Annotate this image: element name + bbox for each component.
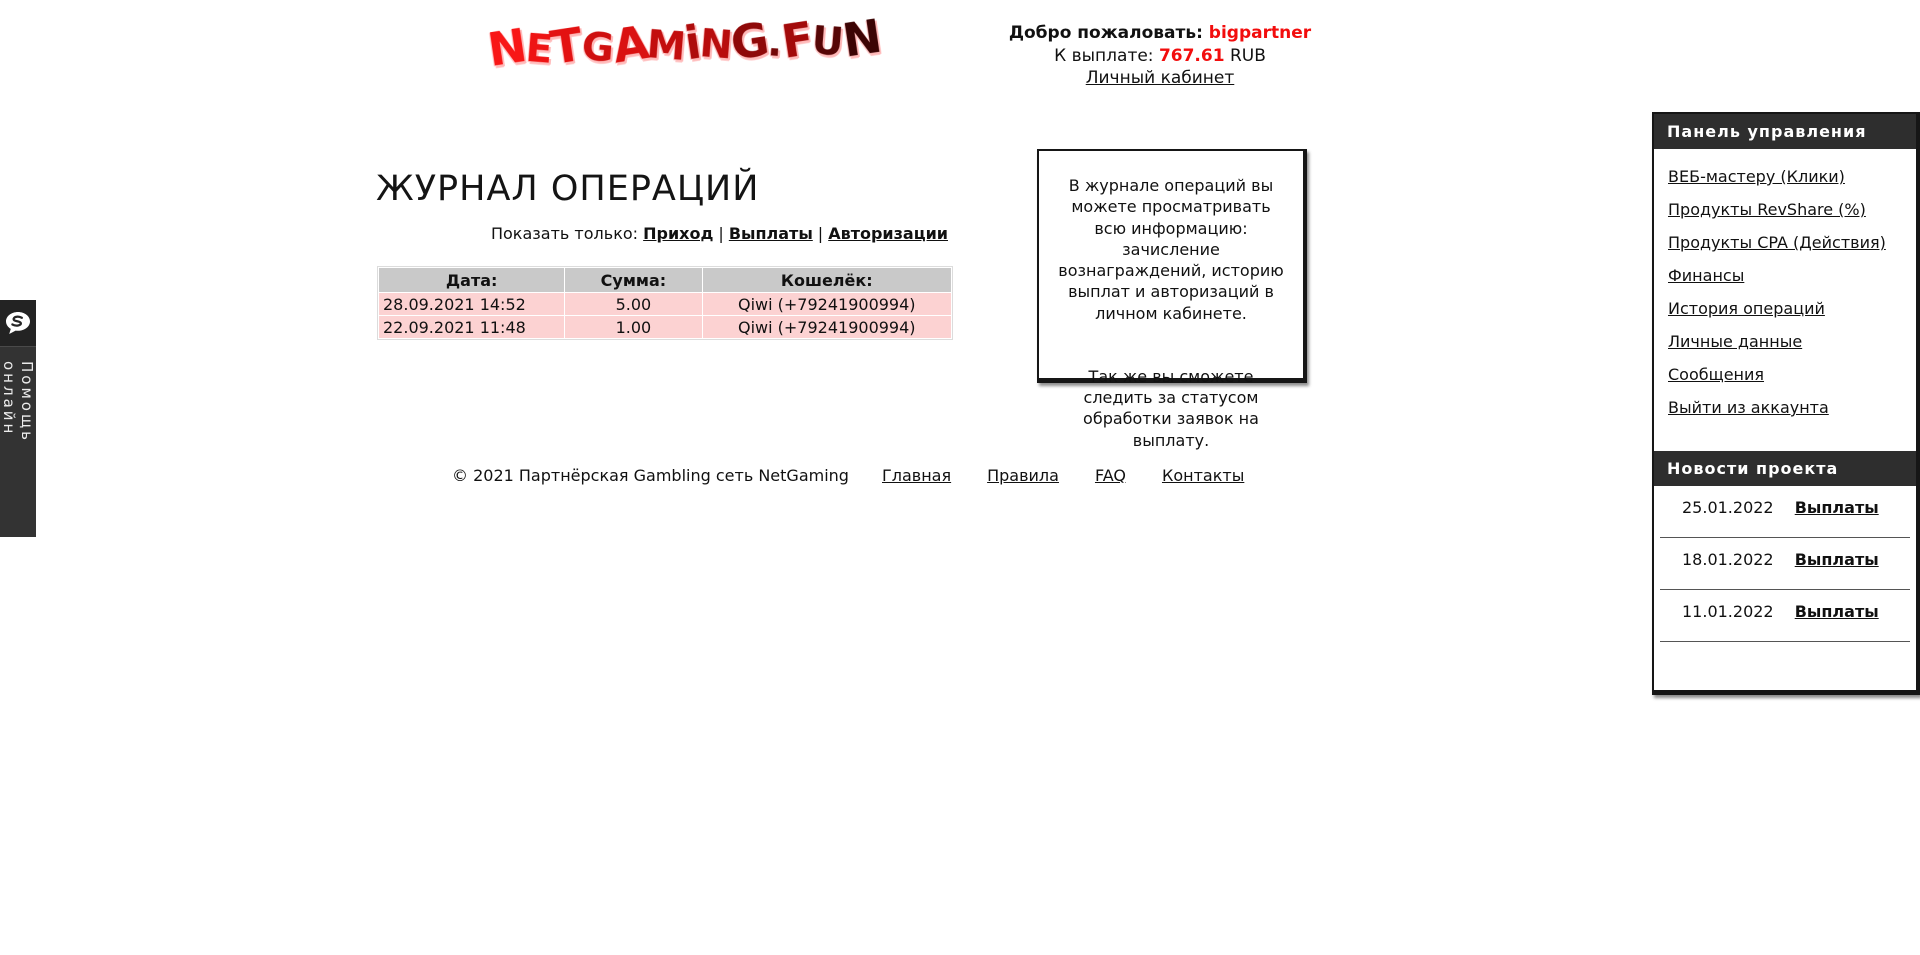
news-date: 25.01.2022 [1682, 498, 1774, 517]
sidebar-item-finances[interactable]: Финансы [1668, 266, 1745, 285]
filter-separator: | [718, 224, 724, 243]
cell-wallet: Qiwi (+79241900994) [702, 293, 951, 315]
table-row: 22.09.2021 11:48 1.00 Qiwi (+79241900994… [379, 316, 951, 338]
online-help-tab[interactable]: Помощь онлайн [0, 300, 36, 537]
sidebar-item-personal-data[interactable]: Личные данные [1668, 332, 1803, 351]
welcome-block: Добро пожаловать: bigpartner К выплате: … [1000, 22, 1320, 90]
control-panel-links: ВЕБ-мастеру (Клики) Продукты RevShare (%… [1654, 149, 1916, 437]
control-panel-sidebar: Панель управления ВЕБ-мастеру (Клики) Пр… [1652, 112, 1920, 695]
info-paragraph-1: В журнале операций вы можете просматрива… [1058, 176, 1284, 323]
news-item: 18.01.2022 Выплаты [1654, 538, 1916, 590]
info-box: В журнале операций вы можете просматрива… [1037, 149, 1307, 450]
filter-link-authorizations[interactable]: Авторизации [828, 224, 948, 243]
news-payouts-link[interactable]: Выплаты [1794, 498, 1879, 517]
divider [1660, 537, 1910, 538]
footer-links: Главная Правила FAQ Контакты [882, 466, 1244, 485]
cell-wallet: Qiwi (+79241900994) [702, 316, 951, 338]
payout-line: К выплате: 767.61 RUB [1000, 45, 1320, 68]
username: bigpartner [1208, 23, 1312, 43]
footer-link-faq[interactable]: FAQ [1094, 466, 1126, 485]
sidebar-item-cpa-products[interactable]: Продукты CPA (Действия) [1668, 233, 1886, 252]
welcome-label: Добро пожаловать: [1008, 23, 1203, 43]
footer-link-contacts[interactable]: Контакты [1161, 466, 1245, 485]
news-date: 11.01.2022 [1682, 602, 1774, 621]
footer-link-rules[interactable]: Правила [987, 466, 1059, 485]
col-header-sum: Сумма: [565, 268, 702, 292]
divider [1660, 641, 1910, 642]
news-item: 25.01.2022 Выплаты [1654, 486, 1916, 538]
cell-date: 28.09.2021 14:52 [379, 293, 565, 315]
sidebar-item-logout[interactable]: Выйти из аккаунта [1668, 398, 1829, 417]
welcome-line: Добро пожаловать: bigpartner [1000, 22, 1320, 45]
control-panel-title: Панель управления [1654, 114, 1916, 149]
cabinet-link[interactable]: Личный кабинет [1085, 68, 1235, 89]
news-item: 11.01.2022 Выплаты [1654, 590, 1916, 642]
chat-bubble-icon[interactable] [0, 300, 36, 346]
sidebar-item-revshare-products[interactable]: Продукты RevShare (%) [1668, 200, 1866, 219]
filter-label: Показать только: [490, 224, 639, 243]
news-payouts-link[interactable]: Выплаты [1794, 550, 1879, 569]
table-header-row: Дата: Сумма: Кошелёк: [379, 268, 951, 292]
news-title: Новости проекта [1654, 451, 1916, 486]
page-title: ЖУРНАЛ ОПЕРАЦИЙ [376, 169, 760, 210]
cell-sum: 5.00 [565, 293, 702, 315]
table-row: 28.09.2021 14:52 5.00 Qiwi (+79241900994… [379, 293, 951, 315]
sidebar-item-messages[interactable]: Сообщения [1668, 365, 1765, 384]
sidebar-item-operations-history[interactable]: История операций [1668, 299, 1825, 318]
news-payouts-link[interactable]: Выплаты [1794, 602, 1879, 621]
filter-link-income[interactable]: Приход [643, 224, 714, 243]
cell-sum: 1.00 [565, 316, 702, 338]
filter-link-payouts[interactable]: Выплаты [728, 224, 813, 243]
news-date: 18.01.2022 [1682, 550, 1774, 569]
col-header-wallet: Кошелёк: [702, 268, 951, 292]
chat-bubble-icon-svg [6, 312, 30, 334]
col-header-date: Дата: [379, 268, 565, 292]
copyright-text: © 2021 Партнёрская Gambling сеть NetGami… [452, 466, 849, 485]
payout-currency: RUB [1229, 45, 1266, 66]
filter-line: Показать только: Приход | Выплаты | Авториза… [376, 224, 948, 243]
footer-link-home[interactable]: Главная [882, 466, 952, 485]
sidebar-item-webmaster-clicks[interactable]: ВЕБ-мастеру (Клики) [1668, 167, 1845, 186]
filter-separator: | [817, 224, 824, 243]
divider [1660, 589, 1910, 590]
online-help-label: Помощь онлайн [0, 361, 36, 443]
payout-label: К выплате: [1054, 45, 1154, 66]
payout-amount: 767.61 [1158, 45, 1225, 66]
info-paragraph-2: Так же вы сможете следить за статусом об… [1083, 366, 1259, 450]
operations-table: Дата: Сумма: Кошелёк: 28.09.2021 14:52 5… [377, 266, 953, 340]
cell-date: 22.09.2021 11:48 [379, 316, 565, 338]
online-help-label-box[interactable]: Помощь онлайн [0, 346, 36, 537]
